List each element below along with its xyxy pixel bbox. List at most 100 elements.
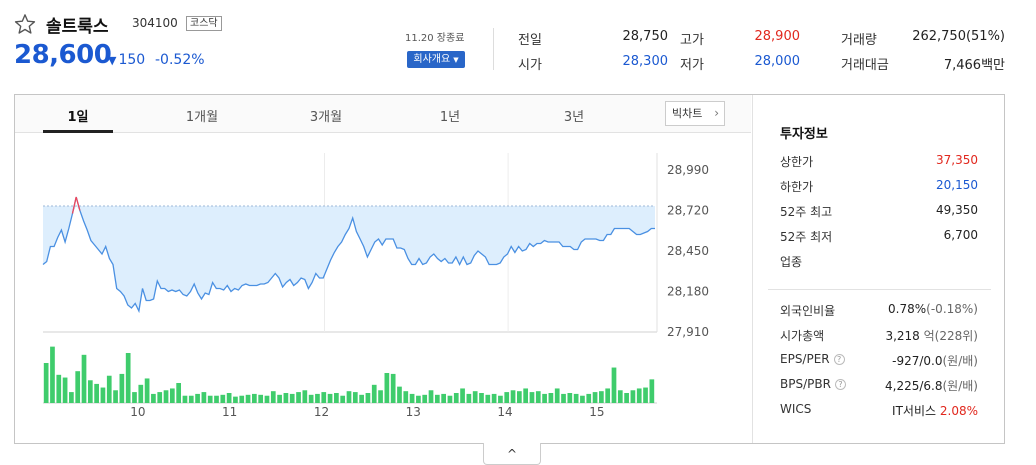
volume-bar [434, 394, 440, 403]
volume-bar [87, 380, 93, 403]
price-area-fill [43, 206, 655, 311]
volume-bar [523, 388, 529, 403]
volume-bar [277, 394, 282, 403]
volume-bar [617, 390, 623, 403]
volume-bar [270, 391, 276, 403]
volume-bar [416, 395, 421, 403]
volume-bar [441, 393, 446, 403]
volume-bar [599, 391, 604, 403]
star-icon[interactable] [14, 13, 36, 35]
eps-per-label: EPS/PER [780, 352, 830, 366]
market-close-time: 11.20 장종료 [405, 33, 465, 44]
x-tick-label: 15 [589, 405, 604, 419]
volume-bar [453, 393, 459, 403]
wics-sector[interactable]: IT서비스 [892, 404, 937, 418]
volume-bar [630, 390, 636, 403]
bps-pbr-value: 4,225/6.8 [885, 379, 943, 393]
tab-3month[interactable]: 3개월 [309, 110, 343, 125]
volume-bar [447, 395, 453, 403]
quote-value-high: 28,900 [754, 29, 801, 44]
tab-1year[interactable]: 1년 [439, 110, 461, 125]
price-line-above [75, 196, 81, 211]
volume-bar [334, 393, 339, 403]
quote-label-prev-close: 전일 [518, 33, 542, 48]
help-icon[interactable]: ? [834, 379, 846, 390]
intraday-chart: 28,990 28,720 28,450 28,180 27,910 10 11 12 13 14… [42, 153, 709, 419]
volume-bar [485, 394, 491, 403]
market-cap-rank: 억(228위) [923, 329, 978, 343]
volume-bar [75, 371, 81, 403]
invest-value-upper-limit: 37,350 [936, 153, 978, 167]
volume-bar [479, 393, 484, 403]
chart-period-tabs [15, 95, 751, 133]
quote-value-open: 28,300 [622, 54, 669, 69]
eps-per-value: -927/0.0 [892, 354, 943, 368]
quote-value-low: 28,000 [754, 54, 801, 69]
volume-bar [62, 377, 68, 403]
x-tick-label: 14 [497, 405, 512, 419]
volume-bar [554, 388, 560, 403]
volume-bar [245, 394, 251, 403]
tab-1month[interactable]: 1개월 [185, 110, 219, 125]
volume-bar [340, 395, 346, 403]
volume-bar [321, 392, 327, 403]
price-change: ▼ 150 [108, 52, 145, 68]
y-tick-label: 28,180 [667, 285, 709, 299]
invest-value-52w-low: 6,700 [943, 228, 978, 242]
volume-bar [214, 395, 219, 403]
quote-value-volume: 262,750(51%) [912, 29, 1005, 44]
help-icon[interactable]: ? [833, 354, 845, 365]
invest-value-lower-limit: 20,150 [936, 178, 978, 192]
volume-bar [624, 393, 629, 403]
invest-label-bps-pbr: BPS/PBR? [780, 377, 846, 391]
stock-code: 304100 [132, 16, 178, 30]
foreign-ratio-value: 0.78% [888, 302, 927, 316]
volume-bar [220, 394, 226, 403]
volume-bar [510, 390, 516, 403]
wics-change: 2.08% [939, 404, 978, 418]
volume-bar [586, 393, 592, 403]
volume-bar [56, 374, 62, 403]
volume-bar [548, 393, 554, 403]
bps-pbr-label: BPS/PBR [780, 377, 831, 391]
x-tick-label: 12 [314, 405, 329, 419]
volume-bar [403, 391, 409, 403]
volume-bar [409, 393, 415, 403]
volume-bar [176, 383, 182, 403]
volume-bar [428, 390, 434, 403]
tab-3year[interactable]: 3년 [563, 110, 585, 125]
volume-bar [302, 390, 308, 403]
active-tab-indicator [43, 130, 113, 133]
collapse-chart-button[interactable]: ^ [483, 443, 541, 465]
volume-bar [472, 391, 478, 403]
x-tick-label: 10 [130, 405, 145, 419]
chevron-right-icon: › [714, 106, 719, 120]
volume-bar [567, 393, 573, 403]
volume-bar [352, 392, 358, 403]
volume-bar [69, 392, 74, 403]
volume-bar [233, 396, 238, 403]
company-overview-button[interactable]: 회사개요 ▼ [407, 51, 465, 68]
volume-bar [201, 392, 207, 403]
volume-bar [542, 393, 547, 403]
volume-bar [100, 387, 106, 403]
big-chart-button[interactable]: 빅차트 › [665, 101, 725, 126]
volume-bar [498, 395, 503, 403]
volume-bar [144, 378, 150, 403]
x-tick-label: 13 [406, 405, 421, 419]
price-line-above [71, 196, 77, 214]
volume-bar [106, 375, 112, 403]
panel-divider [752, 95, 753, 443]
foreign-ratio-change: (-0.18%) [926, 302, 978, 316]
invest-divider [768, 289, 991, 290]
volume-bar [207, 395, 213, 403]
down-arrow-icon: ▼ [108, 54, 117, 67]
invest-label-market-cap: 시가총액 [780, 329, 825, 343]
invest-label-upper-limit: 상한가 [780, 155, 814, 169]
big-chart-label: 빅차트 [672, 107, 703, 120]
volume-bar [239, 395, 245, 403]
invest-label-52w-low: 52주 최저 [780, 230, 833, 244]
tab-1day[interactable]: 1일 [67, 110, 89, 125]
volume-bar [226, 393, 232, 403]
invest-value-eps-per: -927/0.0(원/배) [860, 352, 978, 369]
